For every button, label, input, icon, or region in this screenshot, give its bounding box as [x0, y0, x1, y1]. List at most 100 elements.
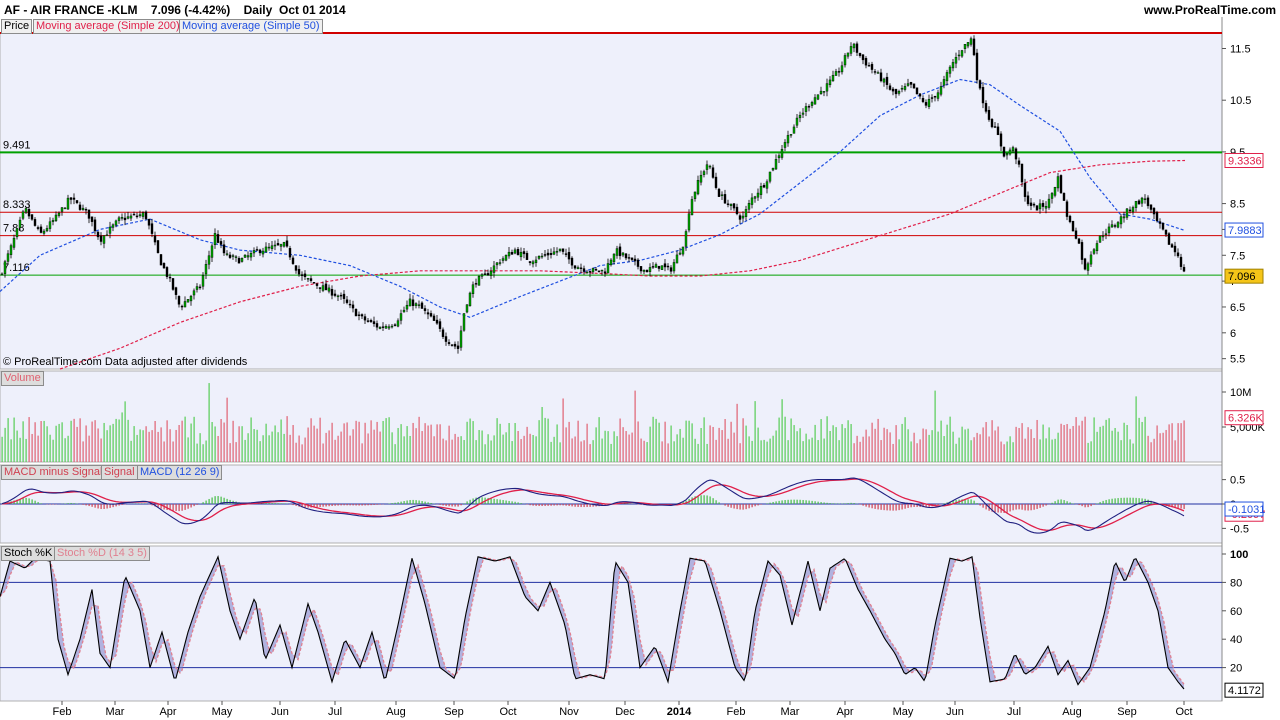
candle-body — [669, 267, 673, 272]
pane-price — [0, 32, 1223, 370]
macd-hist-bar — [391, 503, 393, 504]
volume-bar — [100, 438, 102, 462]
macd-hist-bar — [799, 499, 801, 504]
volume-bar — [883, 427, 885, 462]
volume-bar — [79, 418, 81, 462]
macd-hist-bar — [316, 504, 318, 508]
macd-hist-bar — [1081, 504, 1083, 507]
candle-body — [1053, 187, 1057, 196]
legend-macd-hist[interactable]: MACD minus Signal — [1, 465, 106, 480]
macd-hist-bar — [922, 504, 924, 508]
candle-body — [543, 254, 547, 256]
macd-hist-bar — [964, 499, 966, 504]
volume-bar — [742, 418, 744, 462]
volume-bar — [976, 432, 978, 462]
macd-hist-bar — [1177, 504, 1179, 509]
macd-hist-bar — [1123, 497, 1125, 504]
candle-body — [6, 253, 10, 262]
macd-hist-bar — [853, 503, 855, 504]
legend-stoch-d[interactable]: Stoch %D (14 3 5) — [54, 546, 150, 561]
volume-bar — [823, 438, 825, 462]
volume-bar — [733, 432, 735, 462]
stoch-tick-label: 100 — [1230, 549, 1248, 561]
candle-body — [732, 203, 736, 209]
macd-hist-bar — [760, 504, 762, 505]
macd-hist-bar — [226, 498, 228, 504]
macd-hist-bar — [814, 501, 816, 504]
volume-bar — [772, 435, 774, 462]
macd-hist-bar — [28, 498, 30, 504]
candle-body — [108, 226, 112, 234]
volume-bar — [1117, 431, 1119, 462]
candle-body — [1020, 163, 1024, 183]
macd-hist-bar — [1132, 497, 1134, 504]
candle-body — [1152, 207, 1156, 215]
volume-bar — [430, 424, 432, 462]
legend-ma200[interactable]: Moving average (Simple 200) — [33, 19, 183, 34]
macd-hist-bar — [991, 504, 993, 512]
volume-bar — [184, 416, 186, 462]
volume-bar — [865, 429, 867, 462]
volume-bar — [172, 441, 174, 462]
candle-body — [822, 91, 826, 93]
legend-stoch-k[interactable]: Stoch %K — [1, 546, 56, 561]
candle-body — [207, 255, 211, 265]
macd-hist-bar — [1102, 500, 1104, 504]
candle-body — [855, 43, 859, 53]
volume-bar — [769, 438, 771, 462]
macd-hist-bar — [1141, 498, 1143, 504]
legend-price[interactable]: Price — [1, 19, 33, 34]
site-link[interactable]: www.ProRealTime.com — [1143, 3, 1276, 17]
legend-volume[interactable]: Volume — [1, 371, 44, 386]
candle-body — [696, 180, 700, 195]
macd-hist-bar — [97, 504, 99, 509]
macd-hist-bar — [556, 504, 558, 506]
volume-bar — [358, 421, 360, 462]
legend-ma50[interactable]: Moving average (Simple 50) — [179, 19, 323, 34]
volume-bar — [646, 442, 648, 462]
volume-bar — [565, 427, 567, 462]
macd-hist-bar — [400, 501, 402, 504]
volume-bar — [205, 440, 207, 462]
price-tick-label: 8.5 — [1230, 199, 1245, 211]
volume-bar — [373, 429, 375, 462]
macd-hist-bar — [460, 504, 462, 506]
volume-bar — [88, 435, 90, 462]
price-tick-label: 10.5 — [1230, 95, 1251, 107]
candle-body — [447, 342, 451, 344]
candle-body — [357, 314, 361, 316]
volume-bar — [844, 428, 846, 462]
volume-bar — [715, 439, 717, 462]
volume-bar — [229, 443, 231, 462]
macd-hist-bar — [961, 499, 963, 504]
volume-bar — [22, 421, 24, 462]
volume-bar — [490, 440, 492, 462]
macd-hist-bar — [586, 504, 588, 507]
candle-body — [1074, 230, 1078, 239]
candle-body — [429, 313, 433, 317]
candle-body — [903, 86, 907, 90]
macd-hist-bar — [862, 504, 864, 506]
macd-hist-bar — [343, 504, 345, 506]
macd-hist-bar — [1003, 504, 1005, 513]
macd-hist-bar — [802, 499, 804, 504]
candle-body — [96, 231, 100, 238]
volume-bar — [256, 429, 258, 462]
candle-body — [1131, 207, 1135, 213]
legend-macd-line[interactable]: MACD (12 26 9) — [137, 465, 223, 480]
volume-bar — [34, 422, 36, 462]
volume-bar — [739, 443, 741, 462]
legend-macd-signal[interactable]: Signal — [101, 465, 138, 480]
macd-hist-bar — [19, 498, 21, 504]
volume-bar — [571, 438, 573, 462]
volume-bar — [1159, 433, 1161, 462]
candle-body — [603, 271, 607, 274]
candle-body — [1107, 226, 1111, 234]
volume-bar — [529, 433, 531, 462]
x-tick-label: Oct — [499, 706, 516, 718]
volume-bar — [802, 441, 804, 462]
macd-hist-bar — [532, 504, 534, 506]
macd-hist-bar — [793, 499, 795, 504]
macd-hist-bar — [334, 504, 336, 506]
candle-body — [798, 114, 802, 119]
